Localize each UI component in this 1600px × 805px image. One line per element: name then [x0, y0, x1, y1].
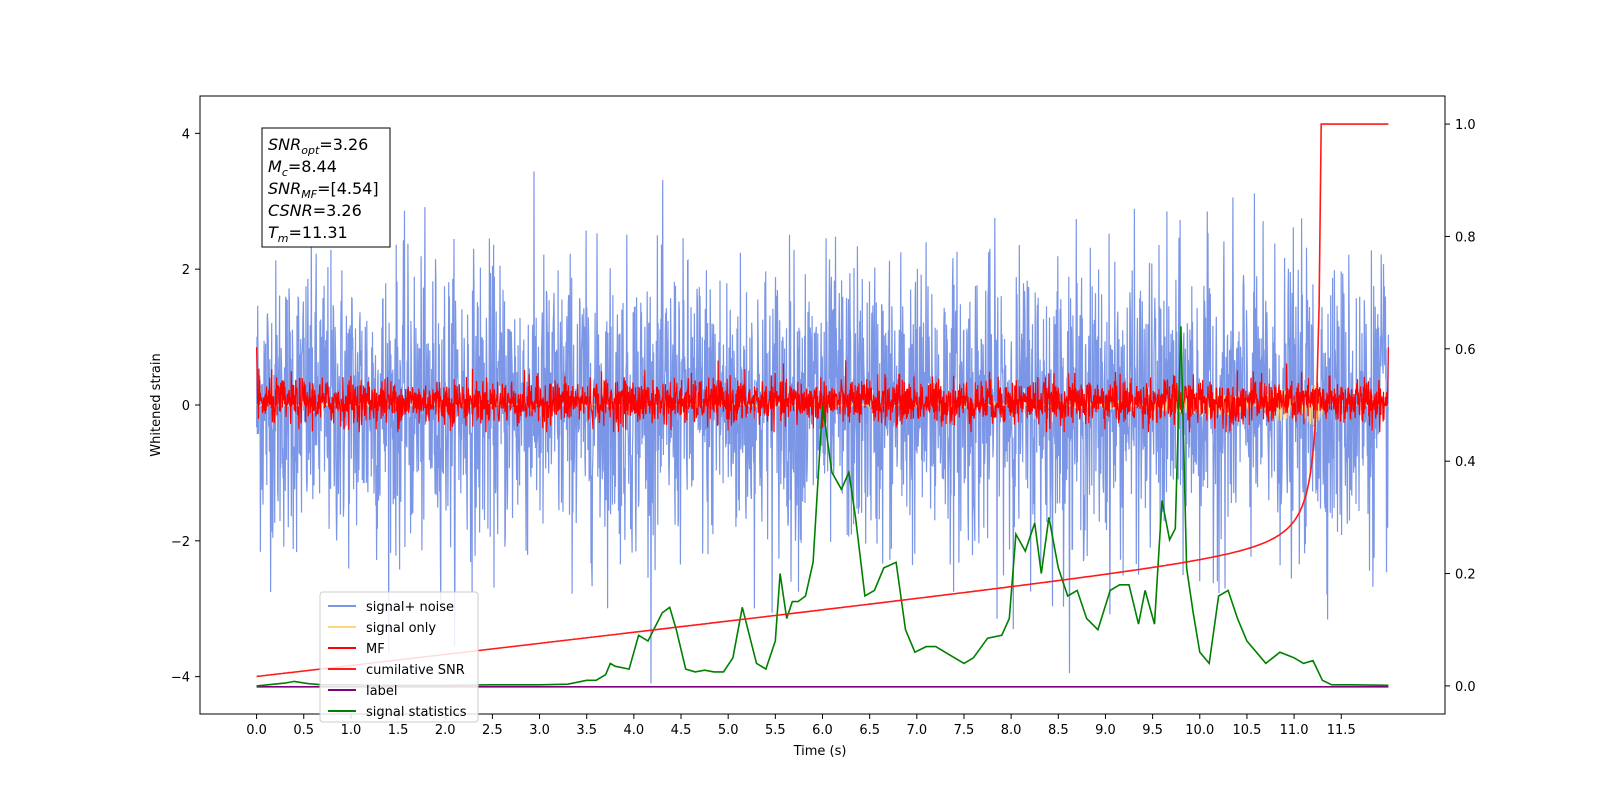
- x-tick-label: 2.0: [435, 723, 456, 738]
- x-axis: 0.0 0.5 1.0 1.5 2.0 2.5 3.0 3.5 4.0 4.5 5.0 5.5 6.0 6…: [246, 714, 1356, 738]
- x-axis-label: Time (s): [793, 744, 847, 759]
- y-tick-label: −4: [171, 671, 190, 686]
- series-signal-statistics: [256, 326, 1389, 687]
- legend-label: signal statistics: [366, 705, 467, 720]
- info-box-line: Mc=8.44: [268, 157, 337, 179]
- y2-tick-label: 1.0: [1455, 118, 1476, 133]
- x-tick-label: 8.0: [1001, 723, 1022, 738]
- legend-frame: [319, 591, 479, 723]
- x-tick-label: 11.0: [1280, 723, 1309, 738]
- x-tick-label: 5.0: [718, 723, 739, 738]
- info-box-line: SNRMF=[4.54]: [268, 179, 379, 201]
- x-tick-label: 7.0: [906, 723, 927, 738]
- info-box-line: SNRopt=3.26: [268, 135, 368, 157]
- x-tick-label: 0.5: [293, 723, 314, 738]
- legend: signal+ noise signal only MF cumilative SNR…: [319, 591, 479, 723]
- legend-label: signal+ noise: [366, 600, 454, 615]
- x-tick-label: 3.5: [576, 723, 597, 738]
- y-tick-label: 0: [182, 399, 190, 414]
- x-tick-label: 8.5: [1048, 723, 1069, 738]
- x-tick-label: 1.5: [388, 723, 409, 738]
- info-box-frame: [261, 127, 391, 248]
- x-tick-label: 4.0: [624, 723, 645, 738]
- x-tick-label: 9.0: [1095, 723, 1116, 738]
- y-axis-left: 4 2 0 −2 −4: [171, 127, 200, 686]
- info-box-line: CSNR=3.26: [268, 201, 362, 220]
- x-tick-label: 3.0: [529, 723, 550, 738]
- legend-label: cumilative SNR: [366, 663, 465, 678]
- info-box-line: Tm=11.31: [268, 223, 348, 245]
- x-tick-label: 10.5: [1232, 723, 1261, 738]
- series-signal-noise: [256, 171, 1390, 684]
- x-tick-label: 5.5: [765, 723, 786, 738]
- y-tick-label: −2: [171, 535, 190, 550]
- y-axis-label: Whitened strain: [149, 353, 164, 456]
- y2-tick-label: 0.8: [1455, 230, 1476, 245]
- y-axis-right: 1.0 0.8 0.6 0.4 0.2 0.0: [1445, 118, 1476, 695]
- y-tick-label: 4: [182, 127, 190, 142]
- x-tick-label: 0.0: [246, 723, 267, 738]
- x-tick-label: 10.0: [1185, 723, 1214, 738]
- legend-label: label: [366, 684, 397, 699]
- x-tick-label: 9.5: [1142, 723, 1163, 738]
- x-tick-label: 1.0: [341, 723, 362, 738]
- y2-tick-label: 0.0: [1455, 680, 1476, 695]
- y2-tick-label: 0.6: [1455, 343, 1476, 358]
- y-tick-label: 2: [182, 263, 190, 278]
- x-tick-label: 4.5: [671, 723, 692, 738]
- y2-tick-label: 0.2: [1455, 568, 1476, 583]
- x-tick-label: 11.5: [1327, 723, 1356, 738]
- x-tick-label: 6.0: [812, 723, 833, 738]
- y2-tick-label: 0.4: [1455, 455, 1476, 470]
- x-tick-label: 6.5: [859, 723, 880, 738]
- x-tick-label: 7.5: [954, 723, 975, 738]
- legend-label: signal only: [366, 621, 436, 636]
- x-tick-label: 2.5: [482, 723, 503, 738]
- legend-label: MF: [366, 642, 385, 657]
